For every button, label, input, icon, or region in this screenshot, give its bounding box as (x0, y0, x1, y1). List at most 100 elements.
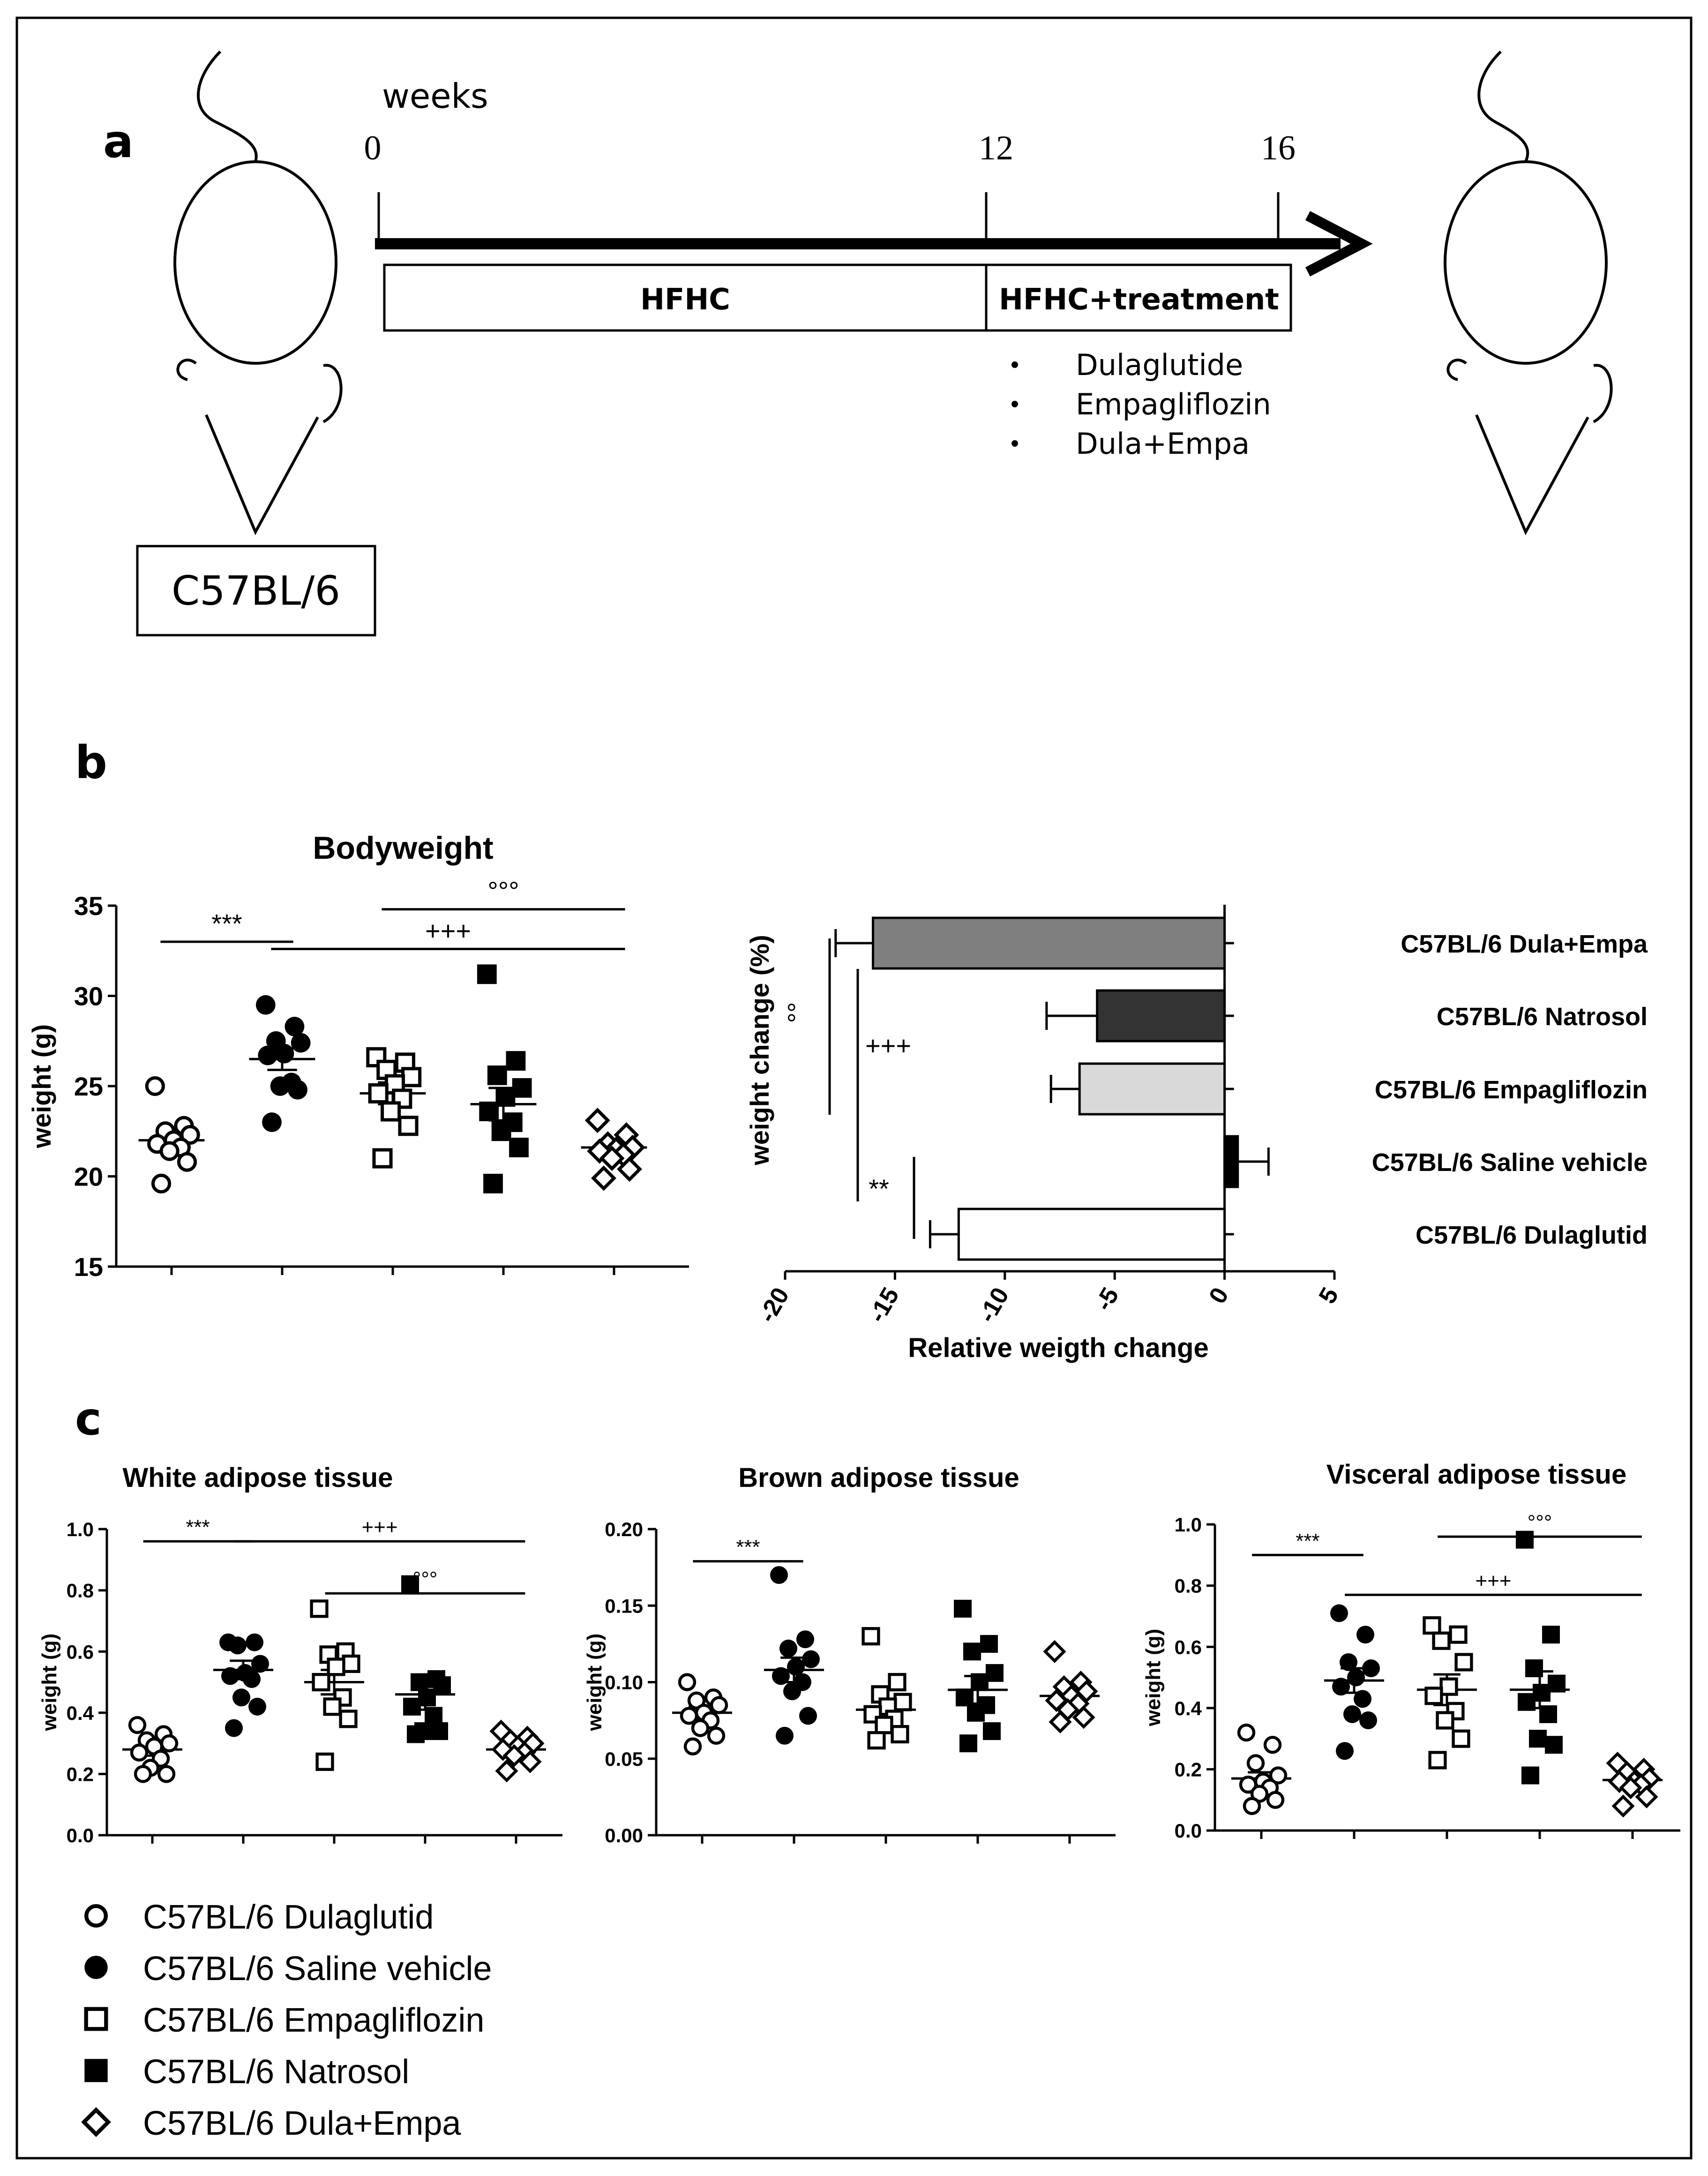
open-circle-marker (678, 1673, 697, 1691)
category-label: C57BL/6 Empagliflozin (1375, 1076, 1648, 1104)
filled-circle-marker (779, 1639, 797, 1658)
figure-border (15, 16, 1693, 2160)
week-tick-12: 12 (979, 129, 1013, 167)
chart-title: Brown adipose tissue (738, 1463, 1019, 1493)
open-circle-marker (159, 1141, 180, 1161)
phase-box-treatment (985, 263, 1292, 332)
filled-square-marker (483, 1174, 503, 1193)
treatment-item: Dula+Empa (1076, 427, 1250, 461)
filled-circle-marker (783, 1682, 801, 1701)
filled-circle-marker (270, 1076, 290, 1096)
filled-square-marker (506, 1051, 526, 1071)
filled-square-marker (407, 1725, 425, 1743)
open-square-marker (342, 1654, 360, 1673)
legend-label: C57BL/6 Empagliflozin (143, 2002, 484, 2039)
chart-title: White adipose tissue (123, 1463, 393, 1493)
phase1-label: HFHC (640, 282, 730, 316)
filled-circle-marker (251, 1655, 269, 1673)
open-diamond-marker (502, 1744, 526, 1767)
white-adipose-chart: White adipose tissue 0.0 0.2 0.4 0.6 0.8 1.0 we… (38, 1463, 562, 1846)
filled-square-marker (967, 1703, 985, 1722)
y-axis-label: weight (g) (27, 1024, 56, 1148)
filled-circle-marker (1347, 1668, 1365, 1687)
open-square-marker (867, 1731, 886, 1750)
significance-label: °°° (487, 876, 519, 906)
filled-circle-marker (1354, 1690, 1371, 1708)
open-circle-marker (680, 1707, 698, 1725)
panel-a-label: a (103, 115, 134, 168)
x-tick-label: -20 (754, 1283, 795, 1327)
filled-circle-marker (796, 1630, 814, 1649)
filled-circle-marker (1332, 1678, 1350, 1696)
y-tick-label: 0.8 (67, 1580, 94, 1602)
open-square-marker (1449, 1625, 1468, 1644)
open-diamond-marker (1635, 1785, 1658, 1808)
open-square-marker (1424, 1687, 1443, 1705)
open-circle-marker (1239, 1775, 1258, 1794)
open-square-marker (875, 1716, 893, 1734)
filled-circle-marker (787, 1658, 805, 1676)
strain-box (136, 545, 376, 637)
bar (957, 1208, 1226, 1261)
significance-label: *** (186, 1516, 210, 1539)
open-diamond-marker (1072, 1706, 1095, 1729)
y-axis-label: weight (g) (1142, 1629, 1165, 1727)
phase2-label: HFHC+treatment (999, 282, 1279, 316)
category-label: C57BL/6 Saline vehicle (1372, 1148, 1648, 1177)
y-axis-label: weight (g) (38, 1634, 61, 1732)
mouse-icon-left (173, 50, 343, 535)
brown-adipose-chart: Brown adipose tissue 0.00 0.05 0.10 0.15 0.20… (583, 1463, 1116, 1846)
y-tick-label: 30 (74, 982, 103, 1011)
filled-square-marker (1529, 1730, 1547, 1748)
y-tick-label: 1.0 (1175, 1514, 1202, 1536)
y-tick-label: 0.15 (605, 1595, 643, 1617)
filled-square-marker (84, 2059, 108, 2082)
treatment-item: Dulaglutide (1076, 348, 1243, 382)
y-tick-label: 0.10 (605, 1672, 643, 1694)
y-tick-label: 0.4 (1175, 1697, 1202, 1719)
open-diamond-marker (81, 2107, 111, 2137)
open-circle-marker (130, 1743, 149, 1762)
open-circle-marker (1237, 1723, 1256, 1742)
filled-circle-marker (772, 1667, 790, 1685)
open-circle-marker (157, 1765, 176, 1783)
open-circle-marker (151, 1173, 172, 1194)
filled-square-marker (956, 1688, 974, 1707)
open-square-marker (84, 2007, 108, 2031)
y-tick-label: 15 (74, 1252, 103, 1282)
filled-square-marker (401, 1575, 419, 1593)
open-square-marker (1428, 1751, 1447, 1770)
filled-circle-marker (274, 1043, 294, 1064)
filled-circle-marker (1359, 1711, 1377, 1729)
filled-circle-marker (1336, 1742, 1354, 1760)
filled-square-marker (983, 1722, 1001, 1740)
open-square-marker (1439, 1677, 1458, 1696)
open-diamond-marker (1043, 1640, 1066, 1663)
filled-circle-marker (1356, 1626, 1374, 1644)
chart-title: Bodyweight (313, 830, 493, 866)
open-circle-marker (128, 1716, 147, 1734)
open-square-marker (1452, 1729, 1470, 1748)
filled-square-marker (963, 1643, 981, 1661)
open-circle-marker (1246, 1754, 1265, 1772)
open-circle-marker (1263, 1735, 1282, 1754)
filled-square-marker (1542, 1626, 1560, 1644)
chart-title: Visceral adipose tissue (1326, 1459, 1627, 1490)
filled-square-marker (491, 1121, 511, 1141)
filled-square-marker (980, 1635, 998, 1653)
bullet-icon (1011, 440, 1018, 447)
open-circle-marker (1269, 1766, 1288, 1785)
open-square-marker (312, 1673, 330, 1692)
open-circle-marker (683, 1737, 702, 1756)
filled-circle-marker (291, 1033, 311, 1053)
significance-label: *** (211, 908, 242, 938)
filled-square-marker (1521, 1766, 1539, 1785)
timeline-arrow-head (1305, 211, 1373, 277)
bodyweight-chart: Bodyweight 15 20 25 30 35 weight (g) *** +++ °°° (27, 830, 689, 1282)
filled-square-marker (971, 1673, 989, 1691)
open-square-marker (1436, 1711, 1454, 1730)
filled-circle-marker (770, 1566, 788, 1584)
open-square-marker (381, 1101, 401, 1122)
filled-square-marker (1548, 1674, 1566, 1693)
